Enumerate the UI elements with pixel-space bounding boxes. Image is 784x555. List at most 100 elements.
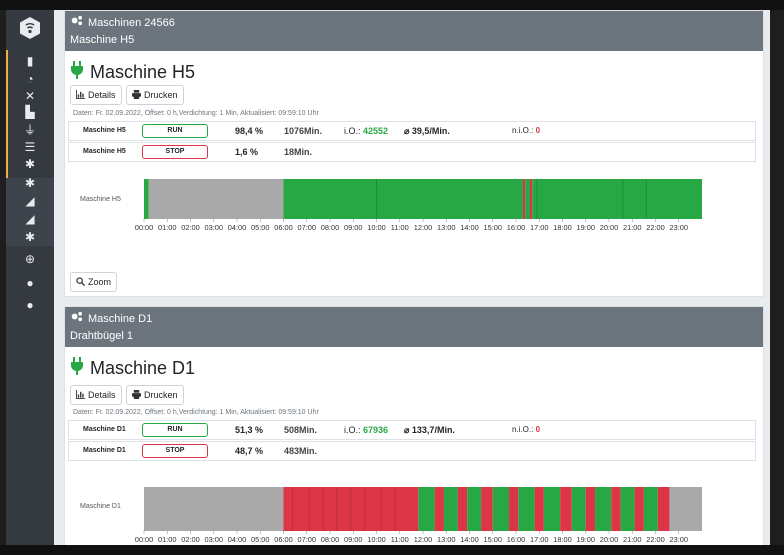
cog-icon[interactable]: ✱ [24, 230, 36, 244]
x-tick-label: 07:00 [298, 223, 317, 232]
card-header-title: Maschine D1 [88, 312, 153, 325]
industry-icon[interactable]: ▙ [25, 105, 35, 119]
run-minutes: 508Min. [284, 425, 318, 435]
nio-count: n.i.O.: 0 [512, 126, 540, 135]
stop-percent: 1,6 % [235, 147, 259, 157]
active-indicator [6, 50, 8, 246]
timeline-segment-run [525, 179, 530, 219]
cogs-icon[interactable]: ✱ [24, 176, 36, 190]
details-button[interactable]: Details [70, 385, 122, 405]
timeline-segment-run [443, 487, 458, 531]
list-icon[interactable]: ☰ [24, 140, 36, 154]
chart-series-label: Maschine D1 [80, 503, 121, 510]
timeline-segment-run [518, 487, 535, 531]
timeline-segment-stop [509, 487, 519, 531]
timeline-segment-stop [522, 179, 526, 219]
timeline-svg: 00:00 01:00 02:00 03:00 04:00 05:00 06:00 07:00… [135, 179, 702, 232]
io-label: i.O.: [344, 126, 361, 136]
timeline-segment-run [144, 179, 149, 219]
timeline-segment-run [543, 487, 561, 531]
run-badge: RUN [142, 423, 208, 437]
timeline-segment-run [467, 487, 482, 531]
x-tick-label: 02:00 [181, 535, 200, 544]
timeline-segment-run [283, 179, 523, 219]
x-tick-label: 13:00 [437, 223, 456, 232]
avg-rate: ⌀ 133,7/Min. [404, 425, 455, 435]
timeline-segment-stop [283, 487, 419, 531]
timeline-segment-idle [148, 179, 284, 219]
machine-title: Maschine H5 [70, 61, 195, 84]
x-tick-label: 13:00 [437, 535, 456, 544]
x-tick-label: 12:00 [414, 535, 433, 544]
user-cog-icon[interactable]: ● [26, 276, 34, 290]
tools-icon[interactable]: ✕ [24, 89, 36, 103]
timeline-segment-run [418, 487, 435, 531]
run-percent: 98,4 % [235, 126, 264, 136]
timeline-segment-run [571, 487, 586, 531]
x-tick-label: 01:00 [158, 535, 177, 544]
print-button[interactable]: Drucken [126, 85, 184, 105]
building-icon[interactable]: ▮ [26, 54, 34, 68]
chart-area-icon[interactable]: ◢ [25, 194, 35, 208]
x-tick-label: 20:00 [600, 223, 619, 232]
status-row-stop: Maschine H5 STOP 1,6 % 18Min. [68, 142, 756, 162]
cogs-icon [70, 15, 83, 30]
x-tick-label: 06:00 [274, 535, 293, 544]
io-value: 42552 [363, 126, 389, 136]
x-tick-label: 16:00 [507, 223, 526, 232]
row-machine-name: Maschine H5 [83, 148, 126, 155]
x-axis: 00:00 01:00 02:00 03:00 04:00 05:00 06:00 07:00… [135, 219, 688, 232]
x-axis: 00:00 01:00 02:00 03:00 04:00 05:00 06:00 07:00… [135, 531, 688, 544]
tachometer-icon[interactable]: ◔ [26, 72, 34, 86]
machine-title-text: Maschine D1 [90, 358, 196, 378]
x-tick-label: 14:00 [460, 223, 479, 232]
card-header-subtitle: Drahtbügel 1 [70, 330, 133, 342]
nio-label: n.i.O.: [512, 425, 534, 434]
timeline-segment-idle [144, 487, 284, 531]
machine-title-text: Maschine H5 [90, 62, 196, 82]
x-tick-label: 12:00 [414, 223, 433, 232]
stop-minutes: 483Min. [284, 446, 318, 456]
run-badge: RUN [142, 124, 208, 138]
plus-circle-icon[interactable]: ⊕ [24, 252, 36, 266]
details-button[interactable]: Details [70, 85, 122, 105]
x-tick-label: 00:00 [135, 535, 154, 544]
main-content: Maschinen 24566 Maschine H5 Maschine H5 … [54, 10, 770, 545]
timeline-chart: 00:00 01:00 02:00 03:00 04:00 05:00 06:00 07:00… [70, 171, 760, 251]
x-tick-label: 03:00 [205, 535, 224, 544]
row-machine-name: Maschine H5 [83, 127, 126, 134]
run-percent: 51,3 % [235, 425, 264, 435]
x-tick-label: 23:00 [670, 535, 689, 544]
print-button-label: Drucken [144, 390, 178, 400]
machine-title: Maschine D1 [70, 357, 195, 380]
x-tick-label: 02:00 [181, 223, 200, 232]
plug-icon[interactable]: ⏚ [23, 123, 36, 137]
chart-line-icon[interactable]: ◢ [25, 212, 35, 226]
x-tick-label: 15:00 [484, 535, 503, 544]
x-tick-label: 11:00 [391, 223, 409, 232]
x-tick-label: 18:00 [553, 535, 572, 544]
nio-label: n.i.O.: [512, 126, 534, 135]
print-button[interactable]: Drucken [126, 385, 184, 405]
cog-icon[interactable]: ✱ [24, 157, 36, 171]
data-meta: Daten: Fr. 02.09.2022, Offset: 0 h,Verdi… [73, 110, 319, 117]
io-count: i.O.: 42552 [344, 126, 388, 136]
x-tick-label: 03:00 [205, 223, 224, 232]
x-tick-label: 22:00 [646, 223, 665, 232]
x-tick-label: 10:00 [367, 223, 386, 232]
timeline-segment-stop [611, 487, 621, 531]
timeline-segment-run [492, 487, 510, 531]
zoom-button[interactable]: Zoom [70, 272, 118, 292]
x-tick-label: 14:00 [460, 535, 479, 544]
plug-icon [70, 61, 84, 84]
avg-rate: ⌀ 39,5/Min. [404, 126, 450, 136]
timeline-segment-stop [585, 487, 596, 531]
x-tick-label: 18:00 [553, 223, 572, 232]
user-cog-icon[interactable]: ● [26, 298, 34, 312]
x-tick-label: 09:00 [344, 223, 363, 232]
timeline-segment-run [532, 179, 702, 219]
status-row-stop: Maschine D1 STOP 48,7 % 483Min. [68, 441, 756, 461]
chart-icon [76, 389, 85, 401]
wifi-logo-icon[interactable] [18, 16, 42, 40]
